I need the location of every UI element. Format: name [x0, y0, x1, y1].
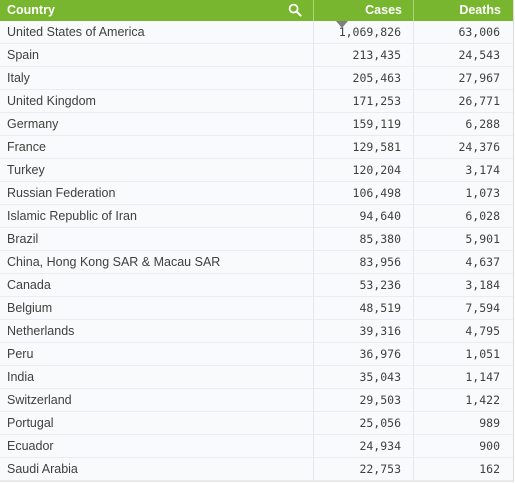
cell-cases[interactable]: 25,056 [314, 412, 414, 434]
table-row[interactable]: China, Hong Kong SAR & Macau SAR 83,956 4,… [0, 251, 513, 274]
cell-country[interactable]: Saudi Arabia [0, 458, 314, 480]
cell-cases[interactable]: 205,463 [314, 67, 414, 89]
cell-cases[interactable]: 24,934 [314, 435, 414, 457]
cell-deaths[interactable]: 4,795 [465, 324, 500, 338]
cell-cases[interactable]: 83,956 [314, 251, 414, 273]
cell-country[interactable]: Belgium [0, 297, 314, 319]
table-row[interactable]: Germany 159,119 6,288 [0, 113, 513, 136]
cell-country[interactable]: Russian Federation [0, 182, 314, 204]
cell-country[interactable]: Germany [0, 113, 314, 135]
table-row[interactable]: Ecuador 24,934 900 [0, 435, 513, 458]
search-icon[interactable] [288, 3, 302, 17]
table-row[interactable]: United States of America 1,069,826 63,006 [0, 21, 513, 44]
cell-deaths[interactable]: 63,006 [458, 25, 500, 39]
cell-deaths[interactable]: 26,771 [458, 94, 500, 108]
cell-country[interactable]: China, Hong Kong SAR & Macau SAR [0, 251, 314, 273]
cell-deaths[interactable]: 1,051 [465, 347, 500, 361]
cell-country[interactable]: Netherlands [0, 320, 314, 342]
cell-cases[interactable]: 213,435 [314, 44, 414, 66]
cell-deaths[interactable]: 4,637 [465, 255, 500, 269]
table-row[interactable]: Brazil 85,380 5,901 [0, 228, 513, 251]
table-row[interactable]: Peru 36,976 1,051 [0, 343, 513, 366]
column-header-cases-label: Cases [365, 3, 402, 17]
column-header-country[interactable]: Country [0, 0, 314, 21]
cell-country[interactable]: Ecuador [0, 435, 314, 457]
cell-cases[interactable]: 120,204 [314, 159, 414, 181]
cell-country[interactable]: United States of America [0, 21, 314, 43]
cell-country[interactable]: Brazil [0, 228, 314, 250]
cell-country[interactable]: Italy [0, 67, 314, 89]
column-header-deaths-label: Deaths [459, 3, 501, 17]
column-header-deaths[interactable]: Deaths [414, 0, 513, 21]
cell-country[interactable]: France [0, 136, 314, 158]
cell-cases[interactable]: 85,380 [314, 228, 414, 250]
cell-deaths[interactable]: 1,147 [465, 370, 500, 384]
cell-country[interactable]: Switzerland [0, 389, 314, 411]
table-row[interactable]: Switzerland 29,503 1,422 [0, 389, 513, 412]
table-header: Country Cases Deaths [0, 0, 513, 28]
cell-deaths[interactable]: 6,288 [465, 117, 500, 131]
cell-country[interactable]: India [0, 366, 314, 388]
cell-deaths[interactable]: 162 [479, 462, 500, 476]
cell-deaths[interactable]: 1,422 [465, 393, 500, 407]
cell-cases[interactable]: 94,640 [314, 205, 414, 227]
table-row[interactable]: Portugal 25,056 989 [0, 412, 513, 435]
table-row[interactable]: Spain 213,435 24,543 [0, 44, 513, 67]
cell-cases[interactable]: 29,503 [314, 389, 414, 411]
cell-country[interactable]: Spain [0, 44, 314, 66]
table-row[interactable]: Canada 53,236 3,184 [0, 274, 513, 297]
table-row[interactable]: Islamic Republic of Iran 94,640 6,028 [0, 205, 513, 228]
table-row[interactable]: United Kingdom 171,253 26,771 [0, 90, 513, 113]
table-row[interactable]: Belgium 48,519 7,594 [0, 297, 513, 320]
table-row[interactable]: India 35,043 1,147 [0, 366, 513, 389]
table-body: United States of America 1,069,826 63,006 S… [0, 21, 513, 481]
column-header-country-label: Country [7, 3, 55, 17]
cell-cases[interactable]: 129,581 [314, 136, 414, 158]
cell-deaths[interactable]: 7,594 [465, 301, 500, 315]
cell-country[interactable]: Islamic Republic of Iran [0, 205, 314, 227]
cell-deaths[interactable]: 3,174 [465, 163, 500, 177]
cell-country[interactable]: Canada [0, 274, 314, 296]
cell-country[interactable]: United Kingdom [0, 90, 314, 112]
table-row[interactable]: France 129,581 24,376 [0, 136, 513, 159]
cell-cases[interactable]: 53,236 [314, 274, 414, 296]
cell-cases[interactable]: 36,976 [314, 343, 414, 365]
cell-country[interactable]: Peru [0, 343, 314, 365]
cell-cases[interactable]: 39,316 [314, 320, 414, 342]
cell-deaths[interactable]: 27,967 [458, 71, 500, 85]
column-header-cases[interactable]: Cases [314, 0, 414, 28]
table-row[interactable]: Saudi Arabia 22,753 162 [0, 458, 513, 481]
cell-cases[interactable]: 35,043 [314, 366, 414, 388]
cell-cases[interactable]: 48,519 [314, 297, 414, 319]
cell-cases[interactable]: 22,753 [314, 458, 414, 480]
table-row[interactable]: Netherlands 39,316 4,795 [0, 320, 513, 343]
cell-deaths[interactable]: 6,028 [465, 209, 500, 223]
cell-cases[interactable]: 1,069,826 [314, 21, 414, 43]
cell-country[interactable]: Turkey [0, 159, 314, 181]
cell-deaths[interactable]: 24,376 [458, 140, 500, 154]
cell-cases[interactable]: 106,498 [314, 182, 414, 204]
cell-cases[interactable]: 171,253 [314, 90, 414, 112]
cell-deaths[interactable]: 5,901 [465, 232, 500, 246]
cell-cases[interactable]: 159,119 [314, 113, 414, 135]
sort-descending-icon [336, 21, 348, 28]
cell-deaths[interactable]: 1,073 [465, 186, 500, 200]
table-row[interactable]: Turkey 120,204 3,174 [0, 159, 513, 182]
cell-deaths[interactable]: 900 [479, 439, 500, 453]
table-row[interactable]: Russian Federation 106,498 1,073 [0, 182, 513, 205]
table-row[interactable]: Italy 205,463 27,967 [0, 67, 513, 90]
cell-deaths[interactable]: 989 [479, 416, 500, 430]
cell-deaths[interactable]: 24,543 [458, 48, 500, 62]
cell-deaths[interactable]: 3,184 [465, 278, 500, 292]
cell-country[interactable]: Portugal [0, 412, 314, 434]
